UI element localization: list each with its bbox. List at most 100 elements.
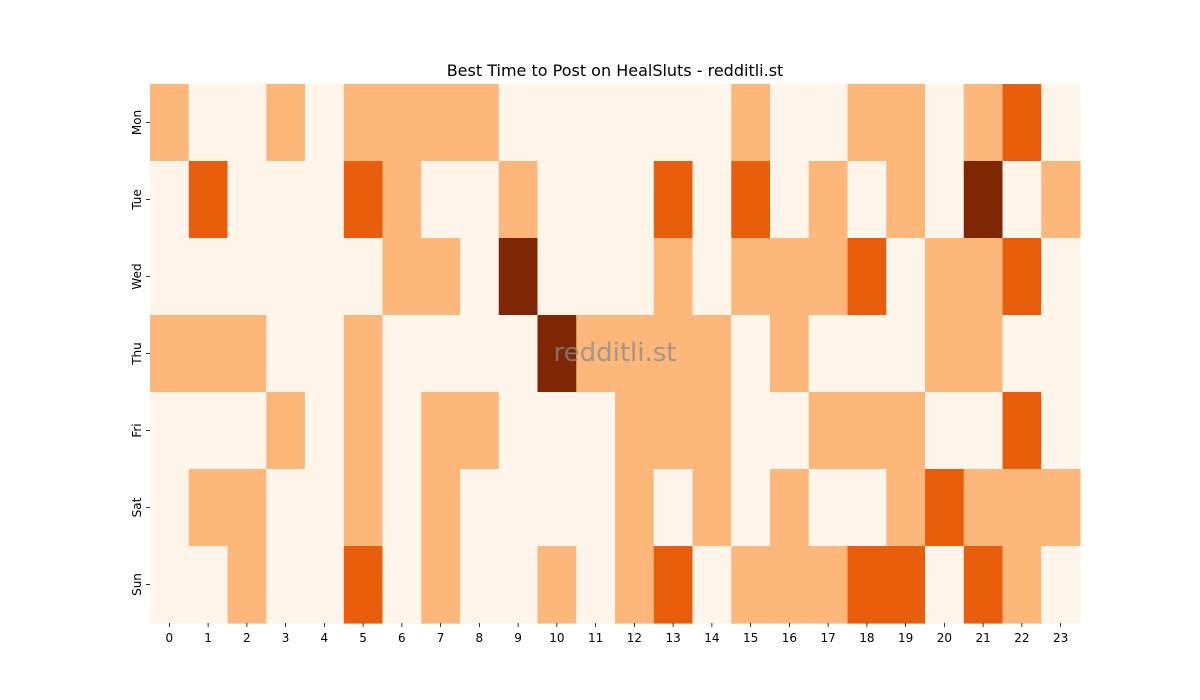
heatmap-cell-sat-18	[847, 469, 887, 547]
x-tick-label: 2	[243, 631, 251, 645]
heatmap-cell-wed-13	[653, 238, 694, 316]
heatmap-cell-sat-4	[305, 469, 345, 547]
heatmap-cell-sun-16	[770, 546, 810, 624]
heatmap-cell-mon-17	[808, 84, 849, 162]
heatmap-cell-fri-3	[266, 392, 306, 470]
heatmap-cell-sun-23	[1041, 546, 1081, 624]
heatmap-cell-sun-13	[653, 546, 694, 624]
heatmap-cell-sat-14	[692, 469, 732, 547]
heatmap-cell-sat-15	[731, 469, 771, 547]
heatmap-cell-mon-0	[150, 84, 190, 162]
heatmap-cell-fri-0	[150, 392, 190, 470]
heatmap-cell-wed-15	[731, 238, 771, 316]
heatmap-cell-tue-0	[150, 161, 190, 239]
heatmap-cell-mon-1	[188, 84, 229, 162]
heatmap-cell-sun-8	[460, 546, 500, 624]
heatmap-cell-tue-16	[770, 161, 810, 239]
heatmap-cell-sat-0	[150, 469, 190, 547]
heatmap-cell-mon-7	[421, 84, 461, 162]
y-tick-label: Thu	[130, 342, 144, 366]
heatmap-cell-thu-0	[150, 315, 190, 393]
heatmap-cell-wed-4	[305, 238, 345, 316]
heatmap-cell-fri-5	[343, 392, 384, 470]
x-tick-label: 22	[1014, 631, 1029, 645]
x-tick-label: 0	[166, 631, 174, 645]
heatmap-cell-sat-3	[266, 469, 306, 547]
heatmap-cell-sat-1	[188, 469, 229, 547]
heatmap-cell-wed-8	[460, 238, 500, 316]
heatmap-cell-sun-0	[150, 546, 190, 624]
heatmap-cell-wed-5	[343, 238, 384, 316]
heatmap-cell-tue-21	[963, 161, 1004, 239]
heatmap-cell-thu-21	[963, 315, 1004, 393]
heatmap-cell-tue-6	[382, 161, 422, 239]
heatmap-cell-tue-10	[537, 161, 577, 239]
heatmap-cell-thu-4	[305, 315, 345, 393]
heatmap-cell-tue-3	[266, 161, 306, 239]
heatmap-cell-fri-23	[1041, 392, 1081, 470]
heatmap-cell-fri-22	[1002, 392, 1042, 470]
heatmap-cell-thu-3	[266, 315, 306, 393]
heatmap-cell-thu-19	[886, 315, 926, 393]
heatmap-cell-tue-18	[847, 161, 887, 239]
y-tick-label: Mon	[130, 110, 144, 135]
x-tick-label: 12	[627, 631, 642, 645]
heatmap-cell-sat-8	[460, 469, 500, 547]
heatmap-cell-mon-21	[963, 84, 1004, 162]
heatmap-cell-wed-23	[1041, 238, 1081, 316]
heatmap-cell-thu-2	[227, 315, 267, 393]
heatmap-cell-thu-10	[537, 315, 577, 393]
heatmap-cell-tue-1	[188, 161, 229, 239]
heatmap-cell-tue-14	[692, 161, 732, 239]
y-tick-label: Fri	[130, 423, 144, 437]
heatmap-cell-sun-2	[227, 546, 267, 624]
x-axis: 0 1 2 3 4 5 6 7 8 9 10 11 12 13 14 15 16 17 18 19 20 21 22 23	[166, 623, 1068, 645]
heatmap-cell-sun-21	[963, 546, 1004, 624]
heatmap-cell-thu-5	[343, 315, 384, 393]
heatmap-cell-mon-10	[537, 84, 577, 162]
heatmap-cell-fri-10	[537, 392, 577, 470]
heatmap-cell-fri-14	[692, 392, 732, 470]
heatmap-cell-sat-21	[963, 469, 1004, 547]
heatmap-cell-tue-15	[731, 161, 771, 239]
heatmap-cell-tue-20	[925, 161, 965, 239]
heatmap-cell-thu-9	[498, 315, 539, 393]
heatmap-cell-sun-11	[576, 546, 616, 624]
heatmap-cell-wed-1	[188, 238, 229, 316]
heatmap-cell-fri-15	[731, 392, 771, 470]
heatmap-cell-tue-22	[1002, 161, 1042, 239]
heatmap-cell-tue-8	[460, 161, 500, 239]
x-tick-label: 11	[588, 631, 603, 645]
heatmap-cell-tue-11	[576, 161, 616, 239]
x-tick-label: 21	[975, 631, 990, 645]
heatmap-cell-wed-7	[421, 238, 461, 316]
heatmap-cell-tue-13	[653, 161, 694, 239]
heatmap-cell-thu-1	[188, 315, 229, 393]
heatmap-cell-fri-18	[847, 392, 887, 470]
y-tick-label: Sun	[130, 573, 144, 596]
y-tick-label: Tue	[130, 189, 144, 211]
heatmap-cell-sun-5	[343, 546, 384, 624]
heatmap-cell-fri-2	[227, 392, 267, 470]
heatmap-cell-wed-20	[925, 238, 965, 316]
heatmap-cell-tue-23	[1041, 161, 1081, 239]
heatmap-cell-wed-12	[615, 238, 655, 316]
heatmap-cell-thu-23	[1041, 315, 1081, 393]
heatmap-cell-sat-13	[653, 469, 694, 547]
heatmap-cell-fri-8	[460, 392, 500, 470]
heatmap-cell-mon-3	[266, 84, 306, 162]
heatmap-cell-wed-21	[963, 238, 1004, 316]
heatmap-cell-wed-17	[808, 238, 849, 316]
heatmap-cell-sat-6	[382, 469, 422, 547]
x-tick-label: 9	[514, 631, 522, 645]
heatmap-cell-mon-19	[886, 84, 926, 162]
heatmap-cell-sun-10	[537, 546, 577, 624]
heatmap-cell-sun-1	[188, 546, 229, 624]
heatmap-cell-wed-19	[886, 238, 926, 316]
heatmap-cell-tue-19	[886, 161, 926, 239]
x-tick-label: 4	[321, 631, 329, 645]
heatmap-cell-wed-6	[382, 238, 422, 316]
heatmap-cell-fri-12	[615, 392, 655, 470]
